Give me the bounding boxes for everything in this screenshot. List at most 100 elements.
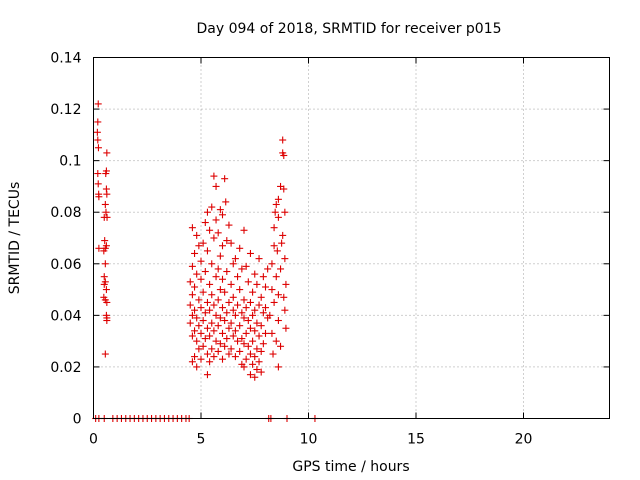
data-point	[253, 319, 261, 327]
data-point	[240, 363, 248, 371]
data-point	[206, 358, 214, 366]
data-point	[278, 239, 286, 247]
data-point	[227, 319, 235, 327]
y-tick-label: 0.14	[50, 51, 81, 67]
y-tick-label: 0.04	[50, 308, 81, 324]
data-point	[94, 136, 102, 144]
data-point	[206, 280, 214, 288]
y-tick-label: 0	[73, 412, 82, 428]
data-point	[227, 280, 235, 288]
data-point	[103, 298, 111, 306]
data-point	[240, 314, 248, 322]
data-point	[234, 273, 242, 281]
data-point	[264, 265, 272, 273]
data-point	[223, 268, 231, 276]
data-point	[242, 262, 250, 270]
data-point	[188, 291, 196, 299]
data-point	[221, 175, 229, 183]
data-point	[197, 355, 205, 363]
data-point	[259, 309, 267, 317]
data-point	[100, 247, 108, 255]
y-tick-label: 0.1	[59, 154, 81, 170]
data-point	[236, 322, 244, 330]
data-point	[219, 304, 226, 312]
data-point	[101, 200, 109, 208]
data-point	[251, 306, 259, 314]
data-point	[242, 304, 250, 312]
data-point	[199, 342, 207, 350]
data-point	[225, 324, 233, 332]
data-point	[188, 262, 196, 270]
data-point	[210, 301, 218, 309]
data-point	[251, 327, 259, 335]
data-point	[240, 226, 248, 234]
data-point	[203, 350, 211, 358]
data-point	[274, 195, 282, 203]
data-point	[238, 309, 246, 317]
data-point	[272, 273, 280, 281]
x-axis-label: GPS time / hours	[292, 459, 409, 475]
data-point	[201, 309, 209, 317]
data-point	[246, 350, 254, 358]
data-point	[206, 332, 214, 340]
data-point	[94, 100, 102, 108]
data-point	[197, 304, 205, 312]
data-point	[212, 311, 220, 319]
data-point	[257, 322, 265, 330]
data-point	[100, 213, 108, 221]
data-point	[101, 260, 109, 268]
data-point	[227, 345, 235, 353]
data-points	[92, 100, 319, 422]
data-point	[246, 371, 254, 379]
data-point	[253, 366, 261, 374]
data-point	[225, 298, 233, 306]
data-point	[206, 226, 214, 234]
data-point	[193, 314, 201, 322]
data-point	[268, 286, 276, 294]
data-point	[191, 306, 199, 314]
data-point	[227, 239, 235, 247]
data-point	[231, 255, 239, 263]
data-point	[203, 208, 211, 216]
data-point	[193, 270, 201, 278]
data-point	[219, 329, 226, 337]
data-point	[102, 208, 110, 216]
data-point	[222, 198, 230, 206]
data-point	[270, 298, 278, 306]
data-point	[94, 180, 102, 188]
data-point	[257, 347, 265, 355]
data-point	[203, 371, 211, 379]
data-point	[197, 275, 205, 283]
data-point	[281, 208, 289, 216]
data-point	[103, 317, 111, 325]
data-point	[201, 219, 209, 227]
data-point	[208, 260, 216, 268]
data-point	[251, 270, 259, 278]
data-point	[203, 247, 211, 255]
data-point	[274, 291, 282, 299]
data-point	[257, 293, 265, 301]
data-point	[242, 355, 250, 363]
data-point	[238, 265, 246, 273]
data-point	[279, 136, 287, 144]
data-point	[201, 335, 209, 343]
data-point	[201, 268, 209, 276]
data-point	[262, 329, 269, 337]
data-point	[212, 337, 220, 345]
data-point	[274, 317, 282, 325]
data-point	[270, 224, 278, 232]
data-point	[225, 350, 233, 358]
data-point	[219, 242, 226, 250]
data-point	[249, 337, 257, 345]
data-point	[255, 255, 263, 263]
data-point	[255, 332, 263, 340]
axis-ticks	[93, 57, 610, 419]
data-point	[206, 306, 214, 314]
data-point	[186, 278, 194, 286]
data-point	[208, 319, 216, 327]
data-point	[208, 291, 216, 299]
data-point	[280, 185, 288, 193]
data-point	[216, 252, 224, 260]
data-point	[93, 128, 101, 136]
